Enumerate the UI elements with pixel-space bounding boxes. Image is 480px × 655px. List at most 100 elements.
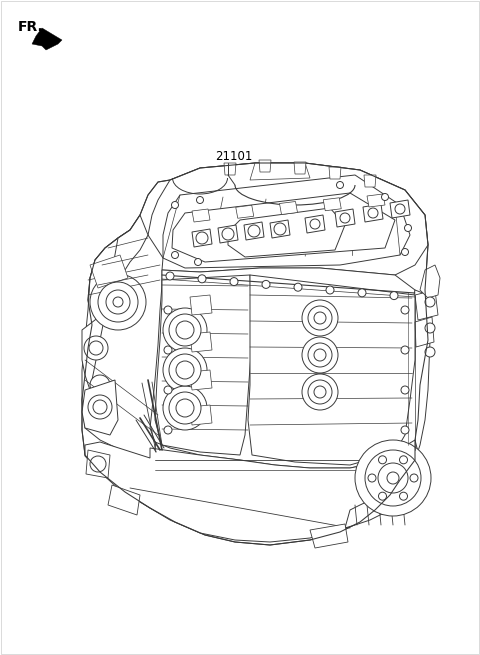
- Circle shape: [302, 337, 338, 373]
- Circle shape: [401, 346, 409, 354]
- Polygon shape: [345, 440, 420, 528]
- Circle shape: [169, 354, 201, 386]
- Circle shape: [248, 225, 260, 237]
- Polygon shape: [148, 163, 428, 275]
- Circle shape: [93, 400, 107, 414]
- Circle shape: [382, 193, 388, 200]
- Circle shape: [395, 204, 405, 214]
- Circle shape: [365, 450, 421, 506]
- Circle shape: [308, 380, 332, 404]
- Polygon shape: [85, 442, 395, 542]
- Polygon shape: [190, 405, 212, 425]
- Polygon shape: [192, 229, 212, 247]
- Polygon shape: [190, 370, 212, 390]
- Circle shape: [425, 297, 435, 307]
- Circle shape: [163, 348, 207, 392]
- Circle shape: [302, 300, 338, 336]
- Circle shape: [176, 361, 194, 379]
- Circle shape: [90, 456, 106, 472]
- Circle shape: [164, 386, 172, 394]
- Text: 21101: 21101: [215, 150, 252, 163]
- Polygon shape: [305, 215, 325, 233]
- Polygon shape: [248, 275, 415, 465]
- Circle shape: [401, 306, 409, 314]
- Circle shape: [425, 323, 435, 333]
- Polygon shape: [108, 485, 140, 515]
- Circle shape: [196, 196, 204, 204]
- Polygon shape: [236, 205, 254, 218]
- Polygon shape: [270, 220, 290, 238]
- Polygon shape: [390, 200, 410, 218]
- Circle shape: [379, 492, 386, 500]
- Circle shape: [88, 395, 112, 419]
- Circle shape: [368, 208, 378, 218]
- Circle shape: [425, 347, 435, 357]
- Polygon shape: [367, 194, 385, 207]
- Circle shape: [171, 202, 179, 208]
- Circle shape: [163, 308, 207, 352]
- Circle shape: [294, 283, 302, 291]
- Circle shape: [169, 314, 201, 346]
- Circle shape: [84, 336, 108, 360]
- Circle shape: [340, 213, 350, 223]
- Circle shape: [336, 181, 344, 189]
- Polygon shape: [32, 28, 62, 50]
- Polygon shape: [90, 255, 128, 288]
- Circle shape: [399, 492, 408, 500]
- Polygon shape: [390, 290, 430, 495]
- Circle shape: [308, 343, 332, 367]
- Polygon shape: [218, 225, 238, 243]
- Polygon shape: [224, 163, 236, 175]
- Polygon shape: [259, 160, 271, 172]
- Polygon shape: [364, 175, 376, 187]
- Polygon shape: [363, 204, 383, 222]
- Polygon shape: [329, 167, 341, 179]
- Polygon shape: [415, 317, 434, 347]
- Circle shape: [176, 399, 194, 417]
- Circle shape: [314, 386, 326, 398]
- Polygon shape: [82, 230, 163, 460]
- Circle shape: [222, 228, 234, 240]
- Circle shape: [196, 232, 208, 244]
- Polygon shape: [172, 193, 395, 262]
- Circle shape: [401, 248, 408, 255]
- Circle shape: [163, 386, 207, 430]
- Circle shape: [89, 341, 103, 355]
- Circle shape: [171, 252, 179, 259]
- Polygon shape: [155, 275, 252, 455]
- Circle shape: [358, 289, 366, 297]
- Circle shape: [164, 306, 172, 314]
- Circle shape: [302, 374, 338, 410]
- Polygon shape: [250, 163, 310, 180]
- Circle shape: [230, 278, 238, 286]
- Circle shape: [410, 474, 418, 482]
- Circle shape: [198, 275, 206, 283]
- Polygon shape: [279, 202, 298, 214]
- Circle shape: [326, 286, 334, 294]
- Circle shape: [387, 472, 399, 484]
- Polygon shape: [310, 524, 348, 548]
- Polygon shape: [415, 290, 438, 320]
- Circle shape: [262, 280, 270, 288]
- Circle shape: [166, 272, 174, 280]
- Circle shape: [164, 346, 172, 354]
- Circle shape: [368, 474, 376, 482]
- Polygon shape: [190, 295, 212, 315]
- Circle shape: [308, 306, 332, 330]
- Circle shape: [164, 426, 172, 434]
- Circle shape: [405, 225, 411, 231]
- Polygon shape: [335, 209, 355, 227]
- Circle shape: [90, 274, 146, 330]
- Circle shape: [314, 312, 326, 324]
- Polygon shape: [244, 222, 264, 240]
- Circle shape: [98, 282, 138, 322]
- Circle shape: [310, 219, 320, 229]
- Polygon shape: [82, 380, 118, 435]
- Circle shape: [274, 223, 286, 235]
- Circle shape: [401, 426, 409, 434]
- Circle shape: [355, 440, 431, 516]
- Circle shape: [90, 375, 110, 395]
- Polygon shape: [82, 215, 148, 390]
- Circle shape: [176, 321, 194, 339]
- Polygon shape: [163, 175, 410, 268]
